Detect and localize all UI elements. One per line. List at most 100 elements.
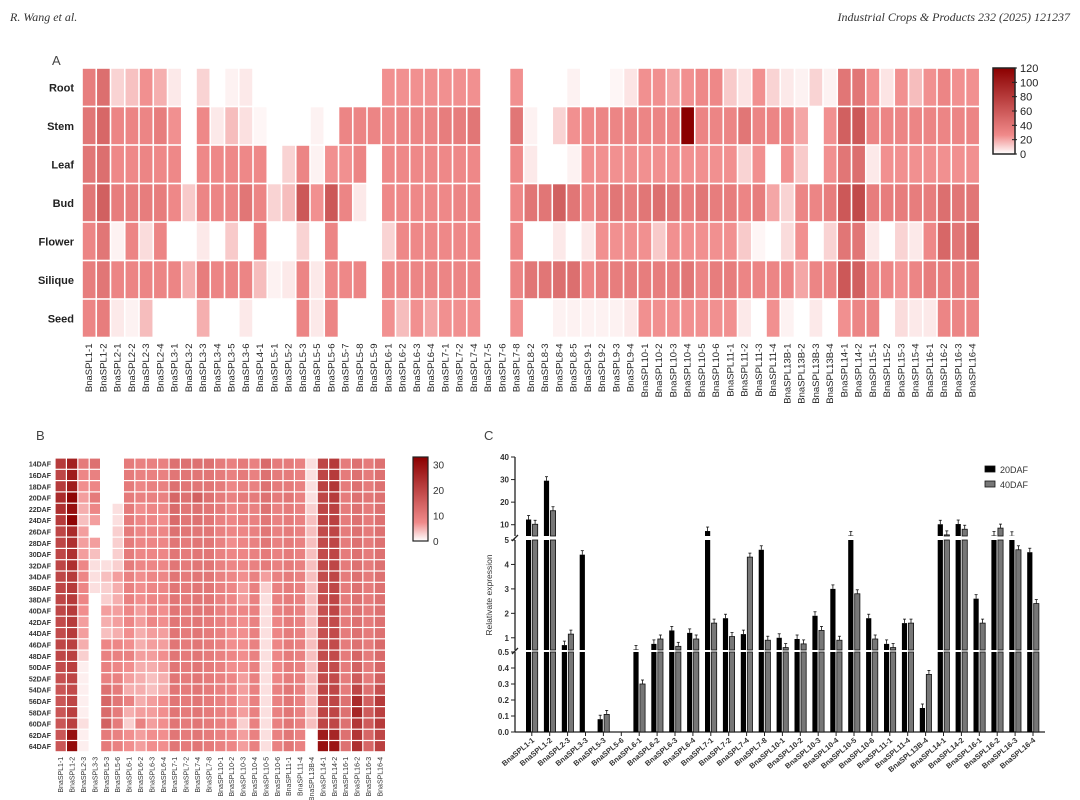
y-tick-label: 0.5 bbox=[498, 648, 510, 657]
heatmap-cell bbox=[67, 571, 78, 582]
heatmap-cell bbox=[67, 503, 78, 514]
heatmap-cell bbox=[253, 107, 267, 145]
heatmap-cell bbox=[329, 549, 340, 560]
heatmap-cell bbox=[67, 515, 78, 526]
heatmap-cell bbox=[169, 729, 180, 740]
heatmap-cell bbox=[182, 222, 196, 260]
heatmap-cell bbox=[453, 184, 466, 222]
heatmap-cell bbox=[249, 582, 260, 593]
column-label: BnaSPL9-2 bbox=[597, 344, 608, 393]
heatmap-cell bbox=[215, 549, 226, 560]
heatmap-cell bbox=[124, 594, 135, 605]
heatmap-cell bbox=[895, 68, 908, 106]
heatmap-cell bbox=[192, 605, 203, 616]
heatmap-cell bbox=[89, 469, 100, 480]
heatmap-cell bbox=[260, 650, 271, 661]
heatmap-cell bbox=[374, 571, 385, 582]
heatmap-cell bbox=[55, 718, 66, 729]
y-tick-label: 0.2 bbox=[498, 696, 510, 705]
heatmap-cell bbox=[652, 184, 666, 222]
heatmap-cell bbox=[295, 582, 306, 593]
heatmap-cell bbox=[260, 594, 271, 605]
bar-20daf bbox=[812, 652, 818, 732]
heatmap-cell bbox=[135, 571, 146, 582]
column-label: BnaSPL15-4 bbox=[911, 344, 922, 398]
heatmap-cell bbox=[538, 107, 552, 145]
heatmap-cell bbox=[89, 729, 100, 740]
heatmap-cell bbox=[215, 628, 226, 639]
heatmap-cell bbox=[203, 515, 214, 526]
bar-40daf bbox=[693, 651, 700, 733]
column-label: BnaSPL11-1 bbox=[286, 757, 293, 796]
heatmap-cell bbox=[272, 628, 283, 639]
heatmap-cell bbox=[695, 222, 709, 260]
heatmap-cell bbox=[112, 549, 123, 560]
column-label: BnaSPL7-5 bbox=[483, 344, 494, 393]
heatmap-cell bbox=[367, 184, 381, 222]
heatmap-cell bbox=[340, 469, 351, 480]
heatmap-cell bbox=[595, 184, 609, 222]
heatmap-cell bbox=[101, 673, 112, 684]
heatmap-cell bbox=[581, 299, 595, 337]
heatmap-cell bbox=[553, 145, 566, 183]
bar-40daf bbox=[836, 651, 843, 733]
heatmap-cell bbox=[124, 741, 135, 752]
heatmap-cell bbox=[112, 695, 123, 706]
heatmap-cell bbox=[124, 718, 135, 729]
heatmap-cell bbox=[524, 222, 538, 260]
heatmap-cell bbox=[238, 662, 249, 673]
heatmap-cell bbox=[192, 458, 203, 469]
heatmap-cell bbox=[226, 616, 237, 627]
heatmap-cell bbox=[339, 261, 352, 299]
column-label: BnaSPL2-2 bbox=[127, 344, 138, 393]
bar-40daf bbox=[943, 651, 950, 733]
heatmap-cell bbox=[124, 515, 135, 526]
heatmap-cell bbox=[283, 718, 294, 729]
heatmap-cell bbox=[595, 68, 609, 106]
heatmap-cell bbox=[78, 741, 89, 752]
column-label: BnaSPL16-4 bbox=[377, 757, 384, 797]
heatmap-cell bbox=[895, 184, 908, 222]
heatmap-cell bbox=[382, 222, 395, 260]
heatmap-cell bbox=[78, 503, 89, 514]
heatmap-cell bbox=[439, 107, 452, 145]
heatmap-cell bbox=[567, 184, 580, 222]
heatmap-cell bbox=[325, 222, 338, 260]
heatmap-cell bbox=[352, 695, 363, 706]
heatmap-cell bbox=[363, 707, 374, 718]
heatmap-cell bbox=[154, 68, 167, 106]
bar-40daf bbox=[567, 651, 574, 733]
heatmap-cell bbox=[880, 299, 894, 337]
column-label: BnaSPL16-1 bbox=[925, 344, 936, 398]
heatmap-cell bbox=[410, 184, 424, 222]
heatmap-cell bbox=[352, 650, 363, 661]
heatmap-cell bbox=[226, 718, 237, 729]
heatmap-cell bbox=[424, 68, 438, 106]
heatmap-cell bbox=[203, 571, 214, 582]
heatmap-cell bbox=[203, 662, 214, 673]
heatmap-cell bbox=[101, 684, 112, 695]
heatmap-cell bbox=[295, 718, 306, 729]
heatmap-cell bbox=[239, 145, 253, 183]
heatmap-cell bbox=[112, 560, 123, 571]
heatmap-cell bbox=[410, 68, 424, 106]
heatmap-cell bbox=[317, 537, 328, 548]
heatmap-cell bbox=[340, 673, 351, 684]
heatmap-cell bbox=[55, 650, 66, 661]
heatmap-cell bbox=[396, 68, 409, 106]
heatmap-cell bbox=[124, 492, 135, 503]
column-label: BnaSPL8-3 bbox=[540, 344, 551, 393]
heatmap-cell bbox=[154, 184, 167, 222]
heatmap-cell bbox=[260, 605, 271, 616]
heatmap-cell bbox=[909, 107, 922, 145]
heatmap-cell bbox=[510, 299, 523, 337]
bar-40daf bbox=[818, 630, 825, 651]
bar-20daf bbox=[866, 652, 872, 732]
heatmap-cell bbox=[55, 503, 66, 514]
column-label: BnaSPL2-3 bbox=[141, 344, 152, 393]
bar-40daf bbox=[908, 651, 915, 733]
heatmap-cell bbox=[453, 222, 466, 260]
heatmap-cell bbox=[226, 560, 237, 571]
bar-40daf bbox=[854, 593, 861, 651]
